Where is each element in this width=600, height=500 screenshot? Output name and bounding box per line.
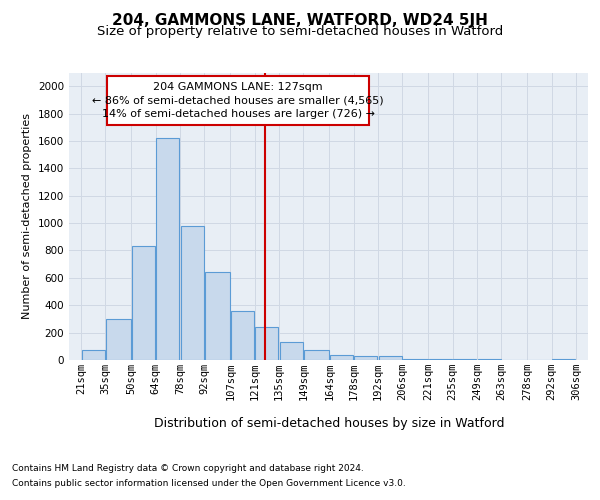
Bar (231, 310, 254, 360)
Bar (280, 342, 302, 360)
Bar (355, 356, 377, 360)
Text: 204, GAMMONS LANE, WATFORD, WD24 5JH: 204, GAMMONS LANE, WATFORD, WD24 5JH (112, 12, 488, 28)
Text: Size of property relative to semi-detached houses in Watford: Size of property relative to semi-detach… (97, 25, 503, 38)
Bar (181, 226, 203, 360)
Bar (403, 358, 428, 360)
Bar (379, 356, 401, 360)
Text: Contains HM Land Registry data © Crown copyright and database right 2024.: Contains HM Land Registry data © Crown c… (12, 464, 364, 473)
Bar (552, 358, 575, 360)
Bar (106, 319, 131, 360)
Text: 14% of semi-detached houses are larger (726) →: 14% of semi-detached houses are larger (… (102, 109, 375, 119)
Bar (256, 327, 278, 360)
Bar (304, 350, 329, 360)
Text: Contains public sector information licensed under the Open Government Licence v3: Contains public sector information licen… (12, 479, 406, 488)
Bar (157, 138, 179, 360)
Y-axis label: Number of semi-detached properties: Number of semi-detached properties (22, 114, 32, 320)
Bar (205, 272, 230, 360)
Bar (82, 350, 105, 360)
Bar (330, 355, 353, 360)
Text: ← 86% of semi-detached houses are smaller (4,565): ← 86% of semi-detached houses are smalle… (92, 95, 384, 105)
Bar (429, 359, 452, 360)
Bar (132, 246, 155, 360)
Text: Distribution of semi-detached houses by size in Watford: Distribution of semi-detached houses by … (154, 418, 504, 430)
Text: 204 GAMMONS LANE: 127sqm: 204 GAMMONS LANE: 127sqm (154, 82, 323, 92)
FancyBboxPatch shape (107, 76, 369, 124)
